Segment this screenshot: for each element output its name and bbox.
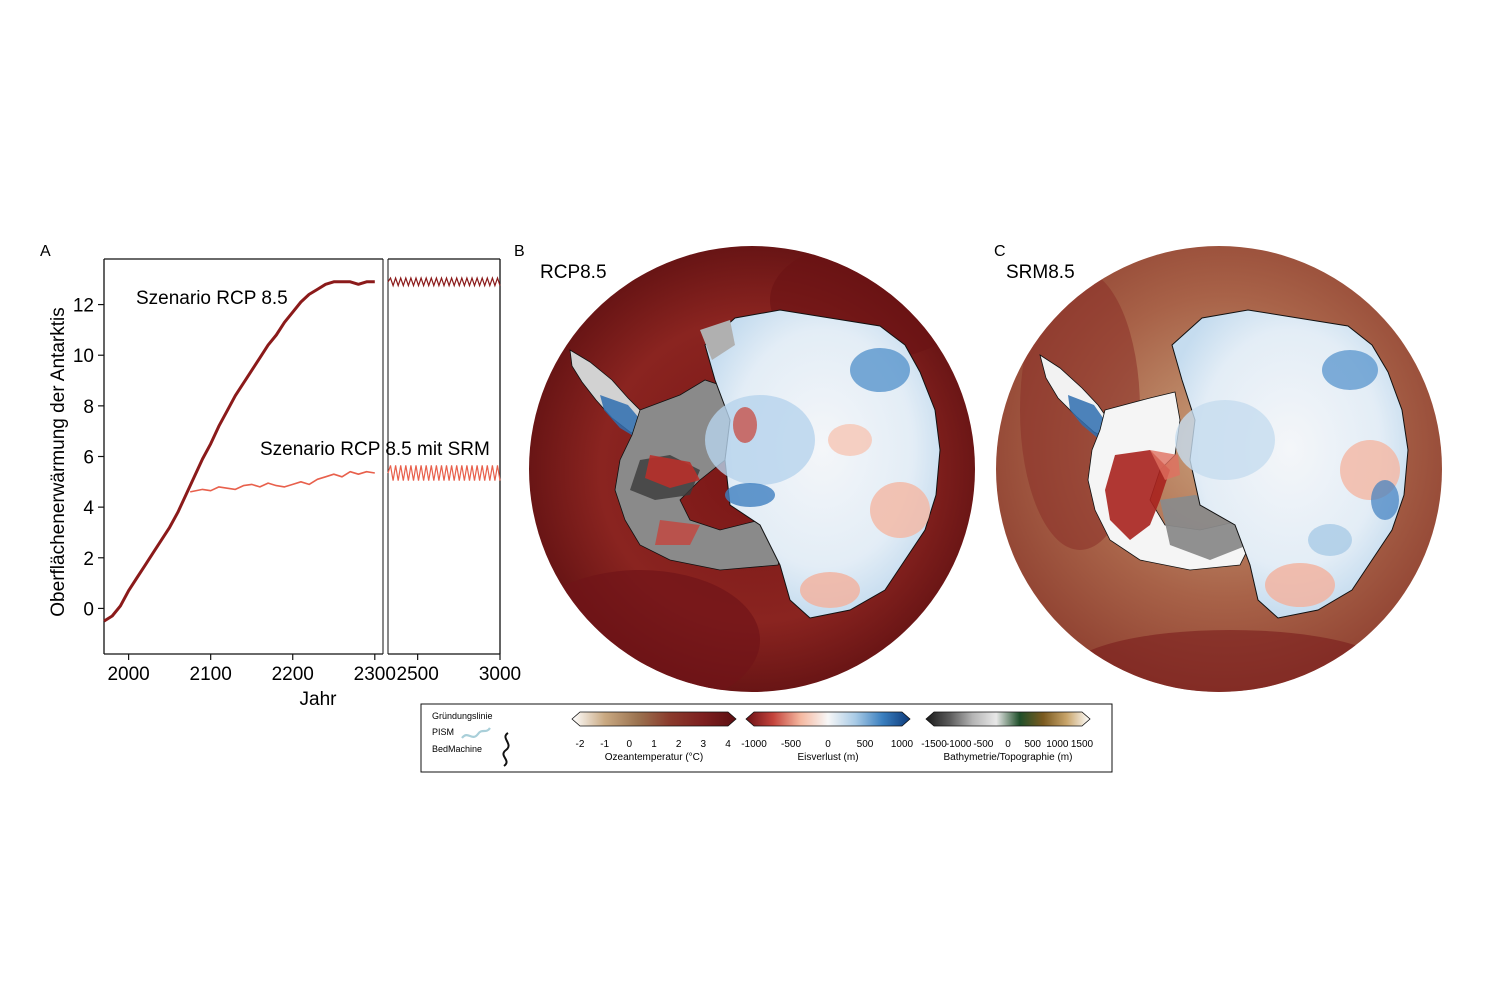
y-tick-label: 0 [83, 599, 94, 620]
ocean-warm-patch [1070, 630, 1390, 692]
colorbar-tick-label: 1000 [1046, 739, 1069, 750]
colorbar-tick-label: 500 [1024, 739, 1041, 750]
ice-loss-light [828, 424, 872, 456]
colorbar-tick-label: 1000 [891, 739, 914, 750]
colorbar-tick-label: 1500 [1071, 739, 1094, 750]
ice-loss-red-light [1150, 450, 1180, 480]
series-label-rcp: Szenario RCP 8.5 [136, 288, 288, 309]
panel-c-title: SRM8.5 [1006, 262, 1075, 283]
y-tick-label: 10 [73, 346, 94, 367]
y-tick-label: 2 [83, 549, 94, 570]
colorbar-tick-label: -1000 [946, 739, 972, 750]
colorbar [571, 711, 737, 727]
panel-b-letter: B [514, 243, 525, 260]
y-axis-label: Oberflächenerwärmung der Antarktis [48, 307, 69, 616]
ice-loss-light [870, 482, 930, 538]
y-tick-label: 6 [83, 448, 94, 469]
bedmachine-line-icon [502, 732, 510, 767]
colorbar-tick-label: -500 [973, 739, 993, 750]
y-tick-label: 12 [73, 296, 94, 317]
colorbar-tick-label: -500 [781, 739, 801, 750]
ice-loss-light [1265, 563, 1335, 607]
colorbar-tick-label: 4 [725, 739, 731, 750]
ice-loss-red [1105, 450, 1170, 540]
ice-gain-blue [1322, 350, 1378, 390]
series-extension-rcp85 [387, 276, 501, 288]
ice-loss-red [645, 455, 700, 488]
panel-c: C SRM8.5 [994, 243, 1442, 692]
colorbar-tick-label: 500 [857, 739, 874, 750]
ice-gain-blue [850, 348, 910, 392]
map-rcp85 [529, 246, 975, 692]
ice-gain-blue [1175, 400, 1275, 480]
panel-a-letter: A [40, 243, 51, 260]
legend-grounding-line-title: Gründungslinie [432, 711, 493, 721]
x-tick-label: 2200 [272, 664, 314, 685]
ice-gain-blue [1308, 524, 1352, 556]
x-tick-label: 2500 [397, 664, 439, 685]
colorbar-tick-label: 0 [1005, 739, 1011, 750]
panel-a: A 0 2 4 6 8 10 12 2000 2100 2200 2300 2500 3000 Ober… [40, 243, 521, 710]
x-axis-label: Jahr [300, 689, 338, 710]
x-tick-label: 3000 [479, 664, 521, 685]
ocean-warm-patch [529, 570, 760, 692]
series-extension-srm [387, 465, 501, 481]
colorbar-tick-label: -2 [576, 739, 585, 750]
colorbar-tick-label: 2 [676, 739, 682, 750]
pism-line-icon [461, 727, 491, 739]
colorbar [745, 711, 911, 727]
colorbar-label: Eisverlust (m) [797, 752, 858, 763]
x-tick-label: 2300 [354, 664, 396, 685]
series-line-srm [190, 470, 375, 493]
panel-b: B RCP8.5 [514, 243, 975, 692]
legend-bedmachine-label: BedMachine [432, 744, 482, 754]
y-tick-label: 8 [83, 397, 94, 418]
panel-b-title: RCP8.5 [540, 262, 607, 283]
legend-pism-label: PISM [432, 727, 454, 737]
ice-loss-light [800, 572, 860, 608]
colorbar-tick-label: 1 [651, 739, 657, 750]
x-tick-label: 2000 [107, 664, 149, 685]
line-chart: 0 2 4 6 8 10 12 2000 2100 2200 2300 2500 3000 [73, 258, 521, 685]
colorbar [925, 711, 1091, 727]
legend-box: Gründungslinie PISM BedMachine -2 -1 0 1 2 3 4… [420, 703, 1113, 773]
colorbar-tick-label: -1000 [741, 739, 767, 750]
colorbar-tick-label: 0 [825, 739, 831, 750]
panel-c-letter: C [994, 243, 1006, 260]
y-tick-label: 4 [83, 498, 94, 519]
colorbar-label: Bathymetrie/Topographie (m) [944, 752, 1073, 763]
ice-shelf-grey [700, 320, 735, 360]
ice-loss-red-edge [733, 407, 757, 443]
x-tick-label: 2100 [190, 664, 232, 685]
ice-gain-blue [705, 395, 815, 485]
colorbar-tick-label: 3 [701, 739, 707, 750]
colorbar-tick-label: 0 [627, 739, 633, 750]
series-label-srm: Szenario RCP 8.5 mit SRM [260, 439, 490, 460]
ice-loss-red [655, 520, 700, 545]
peninsula-ice-loss [1068, 395, 1108, 440]
colorbar-tick-label: -1500 [921, 739, 947, 750]
ice-gain-blue [725, 483, 775, 507]
map-srm85 [996, 246, 1442, 692]
colorbar-tick-label: -1 [600, 739, 609, 750]
colorbar-label: Ozeantemperatur (°C) [605, 752, 703, 763]
series-line-rcp85 [103, 280, 375, 623]
ice-gain-blue [1371, 480, 1399, 520]
